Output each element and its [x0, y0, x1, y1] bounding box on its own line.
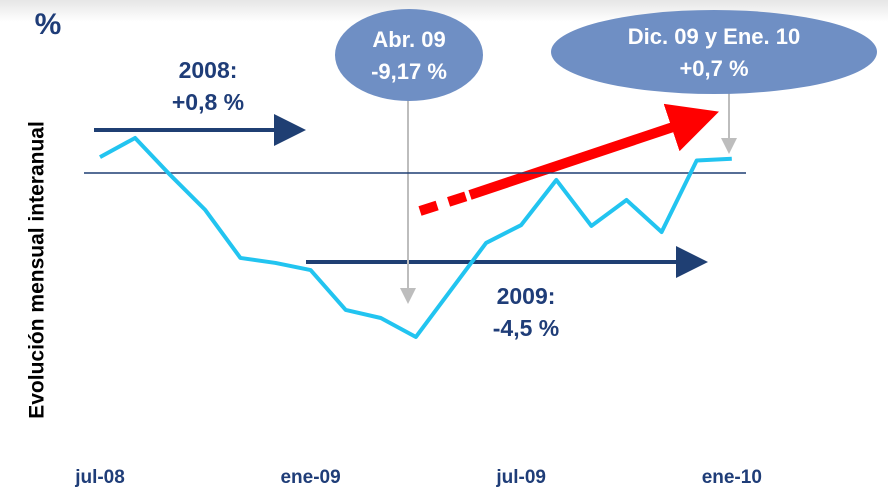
annotation: Abr. 09 [372, 27, 445, 52]
callout-bubble [551, 10, 877, 94]
x-tick-label: jul-08 [74, 467, 125, 488]
annotation: 2008: [179, 57, 238, 83]
trend-arrow [468, 103, 719, 200]
annotation: Dic. 09 y Ene. 10 [628, 24, 800, 49]
y-axis-label: Evolución mensual interanual [26, 121, 49, 419]
x-tick-label: ene-10 [702, 467, 762, 488]
x-tick-label: ene-09 [280, 467, 340, 488]
line-series [99, 135, 732, 339]
annotation: +0,7 % [679, 56, 748, 81]
annotation: -4,5 % [493, 315, 559, 341]
annotation: +0,8 % [172, 89, 244, 115]
x-tick-label: jul-09 [495, 467, 546, 488]
callout-bubble [335, 9, 483, 101]
annotation: -9,17 % [371, 59, 447, 84]
unit-label: % [35, 8, 62, 41]
trend-dash [418, 190, 472, 216]
annotation: 2009: [497, 283, 556, 309]
